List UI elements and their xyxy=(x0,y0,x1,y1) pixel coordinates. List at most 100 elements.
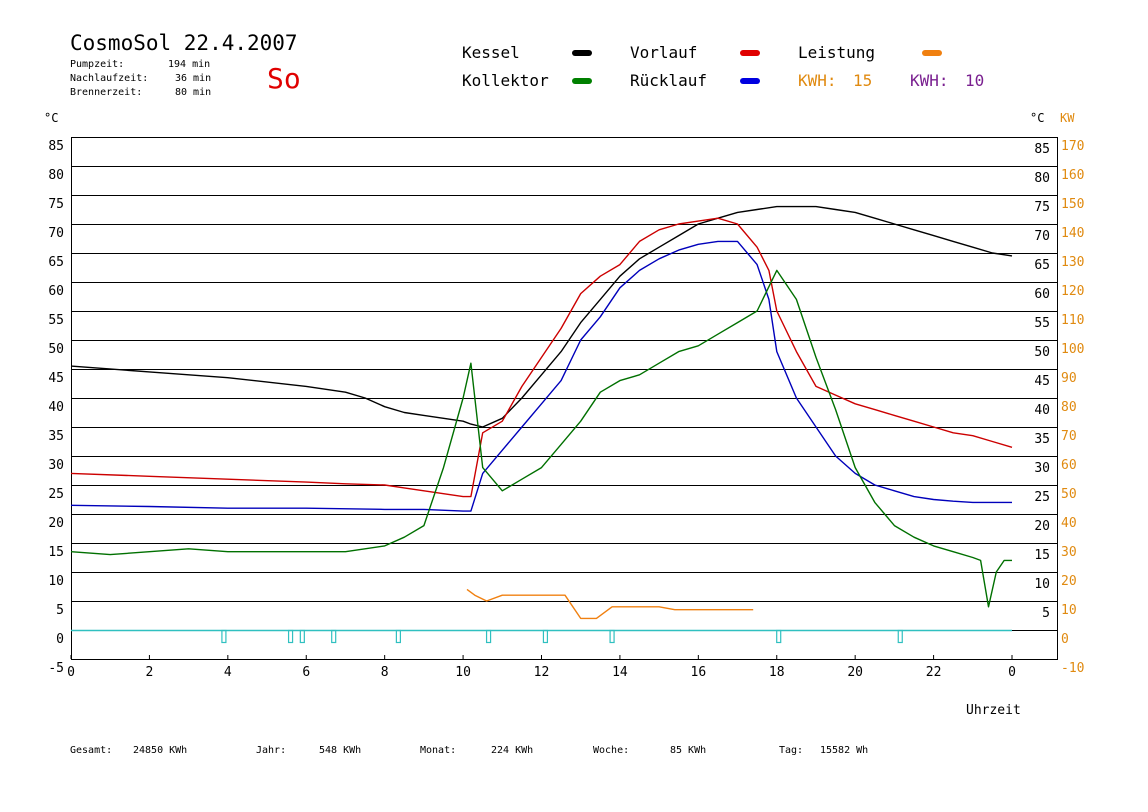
stat-value-1: 36 min xyxy=(175,73,211,84)
kwh-label-0: KWH: xyxy=(798,71,837,90)
stat-label-2: Brennerzeit: xyxy=(70,87,142,98)
y-tick-label-left: 40 xyxy=(48,400,64,415)
y-tick-label-right-kw: 90 xyxy=(1061,371,1077,386)
x-tick-label: 0 xyxy=(67,665,75,680)
footer-label-4: Tag: xyxy=(779,745,803,756)
y-tick-label-right-c: 35 xyxy=(1034,432,1050,447)
right-axis-unit-kw: KW xyxy=(1060,111,1075,125)
x-tick-label: 18 xyxy=(769,665,785,680)
y-tick-label-right-c: 25 xyxy=(1034,490,1050,505)
x-tick-label: 8 xyxy=(381,665,389,680)
y-tick-label-right-kw: 120 xyxy=(1061,284,1084,299)
y-tick-label-right-kw: 130 xyxy=(1061,255,1084,270)
y-tick-label-left: 25 xyxy=(48,487,64,502)
right-axis-unit-c: °C xyxy=(1030,111,1044,125)
stat-label-0: Pumpzeit: xyxy=(70,59,124,70)
pump-marker xyxy=(287,629,294,644)
y-tick-label-right-c: 5 xyxy=(1042,606,1050,621)
tick-labels: 8580757065605550454035302520151050-58580… xyxy=(48,139,1084,680)
y-tick-label-right-kw: 160 xyxy=(1061,168,1084,183)
y-tick-label-right-c: 60 xyxy=(1034,287,1050,302)
footer-totals: Gesamt: 24850 KWh Jahr: 548 KWh Monat: 2… xyxy=(70,745,868,756)
y-tick-label-right-kw: 50 xyxy=(1061,487,1077,502)
x-tick-label: 4 xyxy=(224,665,232,680)
y-tick-label-right-c: 85 xyxy=(1034,142,1050,157)
x-axis-label: Uhrzeit xyxy=(966,703,1021,718)
kwh-label-1: KWH: xyxy=(910,71,949,90)
y-tick-label-left: 35 xyxy=(48,429,64,444)
y-tick-label-right-c: 40 xyxy=(1034,403,1050,418)
y-tick-label-left: 0 xyxy=(56,632,64,647)
y-tick-label-right-c: 65 xyxy=(1034,258,1050,273)
y-tick-label-left: 30 xyxy=(48,458,64,473)
legend-swatch-kessel xyxy=(572,50,592,56)
y-tick-label-left: 50 xyxy=(48,342,64,357)
footer-value-2: 224 KWh xyxy=(491,745,533,756)
footer-label-1: Jahr: xyxy=(256,745,286,756)
footer-value-4: 15582 Wh xyxy=(820,745,868,756)
y-tick-label-right-c: 50 xyxy=(1034,345,1050,360)
series-line-vorlauf xyxy=(70,217,1013,498)
pump-marker xyxy=(395,629,401,644)
day-label: So xyxy=(267,62,301,95)
footer-label-0: Gesamt: xyxy=(70,745,112,756)
plot-border xyxy=(71,137,1058,660)
x-tick-label: 0 xyxy=(1008,665,1016,680)
y-tick-label-left: 15 xyxy=(48,545,64,560)
y-tick-label-right-kw: 60 xyxy=(1061,458,1077,473)
x-tick-label: 20 xyxy=(847,665,863,680)
series-line-kollektor xyxy=(70,269,1012,608)
legend-label-vorlauf: Vorlauf xyxy=(630,43,697,62)
y-tick-label-right-kw: 140 xyxy=(1061,226,1084,241)
kwh-value-0: 15 xyxy=(853,71,872,90)
y-tick-label-right-kw: 100 xyxy=(1061,342,1084,357)
x-tick-label: 14 xyxy=(612,665,628,680)
y-tick-label-right-kw: 30 xyxy=(1061,545,1077,560)
pump-markers xyxy=(71,629,1012,644)
grid-lines xyxy=(71,137,1057,631)
x-tick-label: 16 xyxy=(691,665,707,680)
x-tick-label: 6 xyxy=(302,665,310,680)
y-tick-label-right-c: 45 xyxy=(1034,374,1050,389)
y-tick-label-right-c: 15 xyxy=(1034,548,1050,563)
y-tick-label-right-c: 75 xyxy=(1034,200,1050,215)
series-line-ruecklauf xyxy=(70,240,1012,512)
y-tick-label-right-kw: 170 xyxy=(1061,139,1084,154)
y-tick-label-left: 10 xyxy=(48,574,64,589)
y-tick-label-left: 70 xyxy=(48,226,64,241)
pump-marker xyxy=(609,629,615,644)
chart-title: CosmoSol 22.4.2007 xyxy=(70,31,298,55)
left-axis-unit: °C xyxy=(44,111,58,125)
x-tick-label: 22 xyxy=(926,665,942,680)
x-tick-label: 10 xyxy=(455,665,471,680)
y-tick-label-right-kw: 110 xyxy=(1061,313,1084,328)
y-tick-label-left: 55 xyxy=(48,313,64,328)
y-tick-label-right-kw: -10 xyxy=(1061,661,1084,676)
legend-label-ruecklauf: Rücklauf xyxy=(630,71,707,90)
legend-swatch-kollektor xyxy=(572,78,592,84)
y-tick-label-right-kw: 80 xyxy=(1061,400,1077,415)
pump-marker xyxy=(299,629,305,644)
y-tick-label-right-kw: 10 xyxy=(1061,603,1077,618)
legend: Kessel Vorlauf Leistung Kollektor Rückla… xyxy=(462,43,984,90)
x-tick-label: 2 xyxy=(146,665,154,680)
y-tick-label-right-c: 20 xyxy=(1034,519,1050,534)
legend-label-kollektor: Kollektor xyxy=(462,71,549,90)
y-tick-label-right-kw: 150 xyxy=(1061,197,1084,212)
footer-label-3: Woche: xyxy=(593,745,629,756)
plot-frame xyxy=(71,137,1058,660)
kwh-value-1: 10 xyxy=(965,71,984,90)
y-tick-label-left: 65 xyxy=(48,255,64,270)
y-tick-label-right-c: 80 xyxy=(1034,171,1050,186)
y-tick-label-right-c: 30 xyxy=(1034,461,1050,476)
footer-value-3: 85 KWh xyxy=(670,745,706,756)
pump-marker xyxy=(221,629,227,644)
pump-marker xyxy=(776,629,782,644)
y-tick-label-right-kw: 0 xyxy=(1061,632,1069,647)
y-tick-label-right-kw: 70 xyxy=(1061,429,1077,444)
y-tick-label-right-c: 55 xyxy=(1034,316,1050,331)
pump-marker xyxy=(485,629,492,644)
stat-value-0: 194 min xyxy=(168,59,210,70)
y-tick-label-left: 20 xyxy=(48,516,64,531)
y-tick-label-right-c: 70 xyxy=(1034,229,1050,244)
